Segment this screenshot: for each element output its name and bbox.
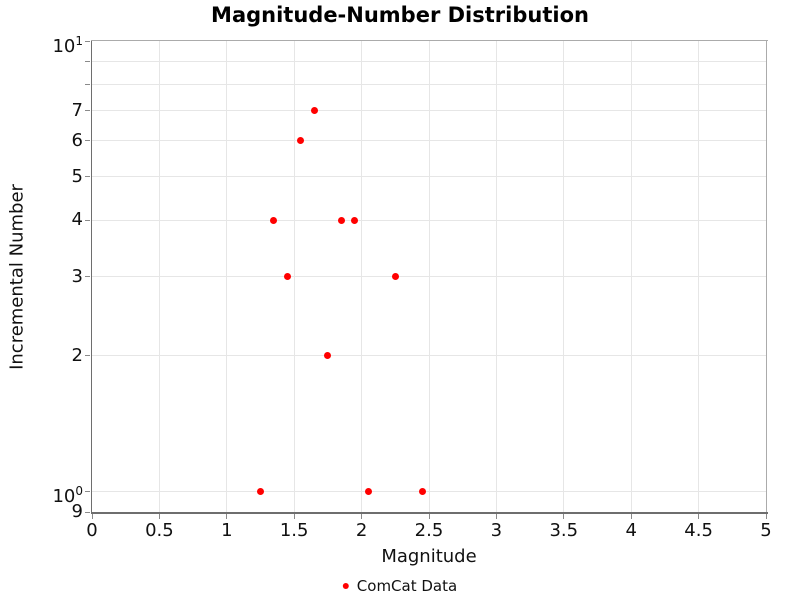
- y-tick-label: 2: [71, 344, 83, 366]
- grid-line-y: [92, 276, 766, 277]
- y-axis-tick: [85, 511, 90, 513]
- x-axis-tick: [495, 514, 497, 519]
- y-axis-tick: [85, 355, 90, 357]
- x-tick-label: 2: [355, 520, 368, 541]
- x-axis-tick: [293, 514, 295, 519]
- y-tick-label: 101: [52, 34, 83, 57]
- grid-line-y: [92, 110, 766, 112]
- y-tick-label: 3: [71, 265, 83, 287]
- y-tick-label: 7: [71, 99, 83, 121]
- grid-line-y: [92, 61, 766, 63]
- data-point: [270, 216, 278, 224]
- grid-line-y: [92, 140, 766, 142]
- legend: ComCat Data: [342, 577, 458, 595]
- y-axis-tick: [85, 276, 90, 277]
- x-axis-tick: [563, 514, 565, 519]
- y-axis-tick: [85, 84, 90, 86]
- y-axis-tick: [85, 110, 90, 112]
- x-axis-tick: [630, 514, 632, 519]
- x-axis-tick: [91, 514, 93, 519]
- data-point: [257, 487, 264, 495]
- x-tick-label: 1.5: [279, 520, 309, 541]
- grid-line-y: [92, 219, 766, 221]
- data-point: [418, 487, 426, 495]
- grid-line-y: [92, 176, 766, 178]
- x-tick-label: 5: [760, 520, 772, 541]
- x-tick-label: 3: [490, 520, 503, 541]
- data-point: [337, 216, 345, 224]
- axis-line-bottom: [90, 512, 768, 514]
- x-axis-tick: [158, 514, 160, 519]
- y-tick-label: 5: [71, 165, 83, 187]
- data-point: [351, 216, 359, 224]
- outline-right: [766, 39, 768, 513]
- grid-line-y: [92, 355, 766, 357]
- y-axis-tick: [85, 490, 90, 492]
- data-point: [364, 487, 372, 495]
- data-point: [324, 352, 332, 360]
- data-point: [391, 273, 399, 280]
- x-axis-tick: [361, 514, 363, 519]
- data-point: [297, 137, 305, 145]
- y-axis-tick: [85, 176, 90, 178]
- y-tick-label: 4: [71, 209, 83, 231]
- y-axis-tick: [85, 219, 90, 221]
- data-point: [310, 107, 318, 115]
- y-axis-tick: [85, 40, 90, 42]
- y-axis-tick: [85, 61, 90, 63]
- y-tick-label: 100: [52, 484, 83, 508]
- x-axis-tick: [698, 514, 700, 519]
- x-tick-label: 1: [221, 520, 233, 541]
- y-tick-label: 6: [71, 129, 83, 151]
- grid-line-y: [92, 84, 766, 86]
- axis-line-left: [90, 41, 92, 514]
- x-tick-label: 4: [625, 520, 637, 541]
- x-tick-label: 2.5: [414, 520, 444, 541]
- x-axis-tick: [428, 514, 430, 519]
- x-axis-tick: [765, 514, 767, 519]
- data-point: [283, 273, 291, 280]
- legend-label: ComCat Data: [356, 577, 458, 595]
- y-tick-label: 9: [71, 501, 83, 522]
- x-tick-label: 0.5: [145, 520, 174, 541]
- y-axis-tick: [85, 140, 90, 142]
- x-axis-title: Magnitude: [381, 546, 477, 567]
- x-tick-label: 0: [86, 520, 98, 541]
- outline-top: [90, 39, 768, 41]
- x-tick-label: 3.5: [549, 520, 579, 541]
- grid-line-y: [92, 490, 766, 492]
- x-axis-tick: [226, 514, 228, 519]
- legend-marker-icon: [342, 583, 349, 589]
- chart-title: Magnitude-Number Distribution: [211, 3, 589, 27]
- x-tick-label: 4.5: [684, 520, 713, 541]
